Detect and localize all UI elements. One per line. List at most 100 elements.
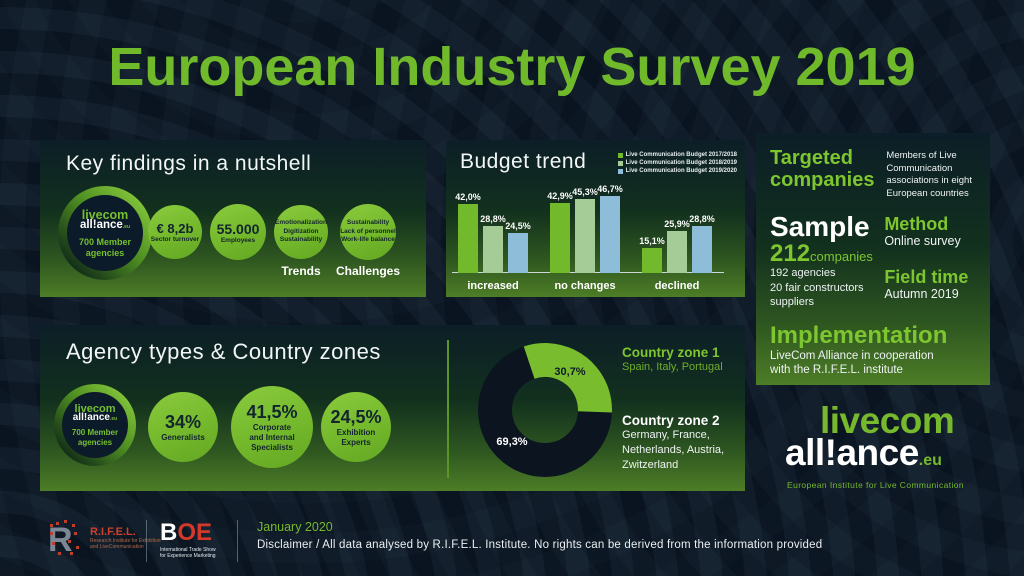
specialists-label: Specialists [251, 442, 293, 452]
challenge-item: Sustainability [346, 219, 390, 227]
logo-eu-suffix: .eu [122, 223, 131, 230]
specialists-label: Corporate [252, 422, 292, 432]
sample-title: Sample [770, 211, 870, 242]
agency-country-title: Agency types & Country zones [66, 339, 381, 364]
budget-trend-title: Budget trend [460, 150, 587, 173]
fieldtime-title: Field time [884, 267, 969, 287]
alliance-logo-text: all!ance.eu [79, 218, 131, 231]
zone2-countries: Germany, France, [622, 429, 710, 441]
key-findings-panel: Key findings in a nutshell livecom all!a… [40, 140, 426, 297]
category-label: no changes [554, 280, 616, 292]
implementation-desc: with the R.I.F.E.L. institute [770, 364, 903, 376]
livecom-logo-text: livecom [74, 402, 116, 415]
employees-label: Employees [220, 236, 256, 244]
legend-label: Live Communication Budget 2019/2020 [625, 168, 737, 174]
sample-detail: 20 fair constructors [770, 281, 864, 294]
exhibition-experts-label: Exhibition [336, 427, 376, 437]
page-title: European Industry Survey 2019 [108, 37, 916, 97]
livecom-logo-text: livecom [81, 207, 129, 222]
exhibition-experts-circle: 24,5% Exhibition Experts [321, 392, 391, 462]
generalists-value: 34% [164, 412, 202, 432]
logo-eu-suffix: .eu [110, 415, 118, 422]
specialists-value: 41,5% [246, 401, 298, 422]
targeted-companies-desc: Members of Live Communication associatio… [886, 150, 972, 199]
method-title: Method [884, 214, 949, 234]
legend-item: Live Communication Budget 2019/2020 [617, 168, 737, 175]
targeted-companies-title: Targeted companies [770, 147, 875, 191]
generalists-label: Generalists [161, 433, 205, 442]
bar-value-label: 25,9% [664, 219, 690, 229]
employees-circle: 55.000 Employees [210, 204, 266, 260]
footer-divider [146, 520, 147, 562]
legend-item: Live Communication Budget 2018/2019 [617, 160, 737, 167]
bar-value-label: 28,8% [689, 214, 715, 224]
boe-logo: BOE International Trade Show for Experie… [160, 519, 216, 560]
bar-value-label: 42,9% [547, 191, 573, 201]
bar-value-label: 28,8% [480, 214, 506, 224]
livecom-logo-text: livecom [820, 400, 955, 441]
trend-item: Sustainability [279, 236, 323, 244]
zone1-percent-label: 30,7% [554, 366, 586, 378]
legend-swatch-icon [617, 153, 623, 158]
bar-value-label: 45,3% [572, 187, 598, 197]
bar-declined-series2 [667, 231, 687, 273]
bar-value-label: 24,5% [505, 221, 531, 231]
trend-item: Digitization [283, 227, 319, 235]
trend-item: Emotionalization [275, 219, 327, 227]
livecom-member-badge-inner: livecom all!ance.eu 700 Member agencies [61, 391, 129, 459]
trends-circle: Emotionalization Digitization Sustainabi… [274, 205, 328, 259]
category-label: declined [654, 280, 700, 292]
bar-no-changes-series2 [575, 199, 595, 273]
rifel-logo: R R.I.F.E.L. Research Institute for Exhi… [48, 518, 161, 562]
challenges-circle: Sustainability Lack of personnel Work-li… [340, 204, 396, 260]
implementation-title: Implementation [770, 321, 948, 349]
alliance-logo-text: all!ance.eu [72, 411, 118, 423]
bar-increased-series1 [458, 204, 478, 273]
rifel-subtitle: Research Institute for Exhibition [90, 538, 161, 544]
livecom-member-badge: livecom all!ance.eu 700 Member agencies [58, 186, 152, 280]
bar-declined-series3 [692, 226, 712, 273]
publication-date: January 2020 [257, 520, 333, 534]
zone1-title: Country zone 1 [622, 345, 720, 360]
bar-no-changes-series3 [600, 196, 620, 273]
method-value: Online survey [884, 234, 961, 248]
budget-trend-panel: Budget trend Live Communication Budget 2… [446, 140, 745, 297]
trends-caption: Trends [281, 264, 321, 278]
member-count-text: 700 Member agencies [71, 427, 119, 447]
legend-label: Live Communication Budget 2018/2019 [625, 160, 737, 166]
bar-value-label: 46,7% [597, 184, 623, 194]
rifel-subtitle: and LiveCommunication [90, 544, 144, 550]
zone1-countries: Spain, Italy, Portugal [622, 361, 723, 373]
boe-subtitle: International Trade Show for Experience … [160, 547, 216, 559]
sector-turnover-label: Sector turnover [150, 236, 200, 243]
zone1-legend: Country zone 1 Spain, Italy, Portugal [622, 345, 723, 375]
logo-eu-suffix: .eu [918, 452, 942, 469]
survey-info-panel: Targeted companies Members of Live Commu… [756, 133, 990, 385]
legend-swatch-icon [617, 161, 623, 166]
livecom-member-badge-inner: livecom all!ance.eu 700 Member agencies [66, 194, 144, 272]
budget-legend: Live Communication Budget 2017/2018 Live … [617, 152, 737, 176]
livecom-alliance-logo: livecom all!ance.eu European Institute f… [770, 398, 1000, 498]
livecom-member-badge: livecom all!ance.eu 700 Member agencies [54, 384, 136, 466]
disclaimer-text: Disclaimer / All data analysed by R.I.F.… [257, 539, 823, 551]
sector-turnover-value: € 8,2b [156, 221, 194, 236]
rifel-r-icon: R [48, 521, 73, 559]
generalists-circle: 34% Generalists [148, 392, 218, 462]
zone2-percent-label: 69,3% [496, 436, 528, 448]
exhibition-experts-value: 24,5% [330, 406, 382, 427]
bar-increased-series3 [508, 233, 528, 273]
fieldtime-value: Autumn 2019 [884, 287, 959, 301]
employees-value: 55.000 [216, 220, 260, 237]
exhibition-experts-label: Experts [341, 437, 371, 447]
boe-letters: BOE [160, 519, 213, 546]
agency-country-panel: Agency types & Country zones livecom all… [40, 325, 745, 491]
zone2-countries: Zwitzerland [622, 459, 679, 471]
legend-item: Live Communication Budget 2017/2018 [617, 152, 737, 159]
sector-turnover-circle: € 8,2b Sector turnover [148, 205, 202, 259]
alliance-logo-text: all!ance.eu [785, 432, 942, 473]
challenges-caption: Challenges [335, 264, 401, 278]
budget-bar-chart: 42,0% 28,8% 24,5% increased 42,9% 45,3% 46,7% n… [446, 140, 745, 297]
bar-no-changes-series1 [550, 203, 570, 273]
implementation-desc: LiveCom Alliance in cooperation [770, 349, 934, 362]
